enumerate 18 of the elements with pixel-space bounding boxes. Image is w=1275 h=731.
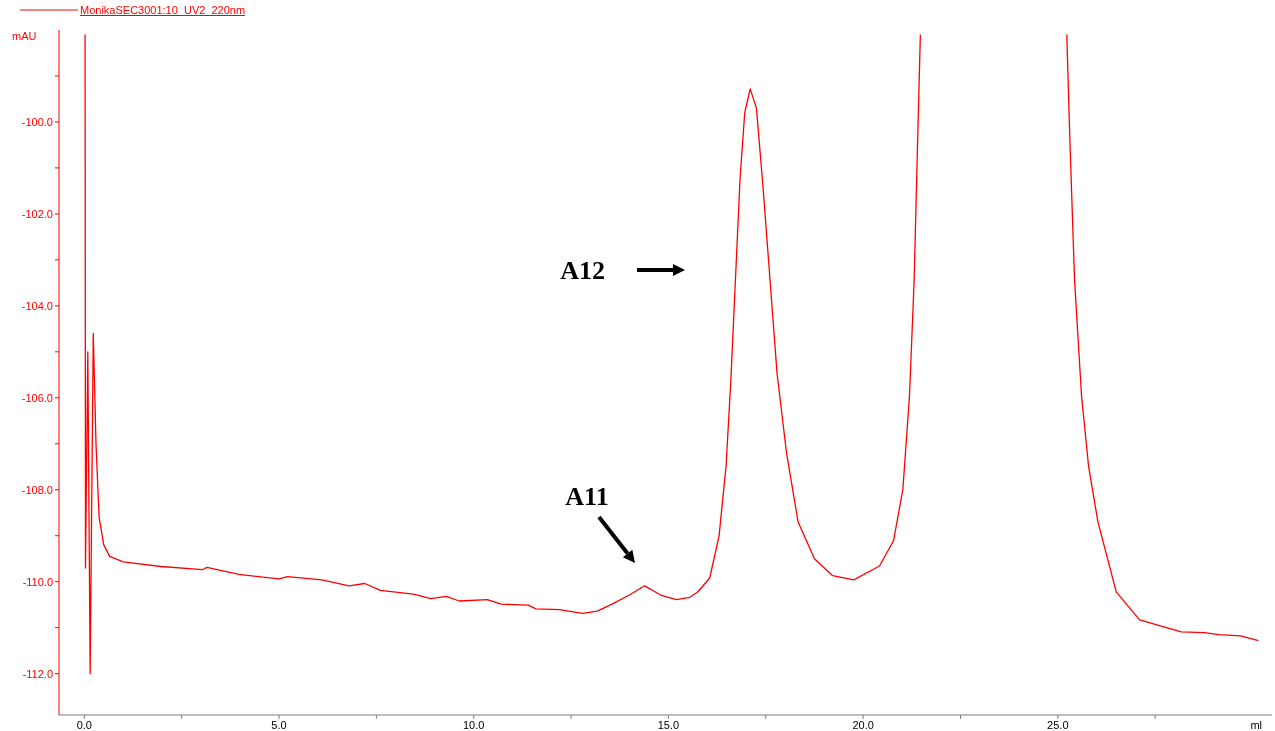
y-tick-label: -104.0 (21, 299, 53, 312)
annotation: A11 (565, 482, 609, 511)
x-tick-label: 20.0 (852, 718, 874, 731)
x-tick-label: 15.0 (657, 718, 680, 731)
x-axis-title: ml (1250, 719, 1262, 731)
annotation: A12 (560, 256, 605, 285)
y-tick-label: -102.0 (21, 207, 53, 220)
y-axis-title: mAU (12, 30, 37, 42)
y-tick-label: -100.0 (21, 115, 53, 128)
x-tick-label: 5.0 (271, 718, 287, 731)
y-tick-label: -106.0 (21, 391, 53, 404)
y-tick-label: -112.0 (22, 667, 53, 680)
y-tick-label: -110.0 (22, 575, 53, 588)
y-tick-label: -108.0 (21, 483, 53, 496)
x-tick-label: 10.0 (463, 718, 485, 731)
x-tick-label: 25.0 (1047, 718, 1069, 731)
series-label: MonikaSEC3001:10_UV2_220nm (80, 4, 246, 16)
x-tick-label: 0.0 (76, 718, 92, 731)
